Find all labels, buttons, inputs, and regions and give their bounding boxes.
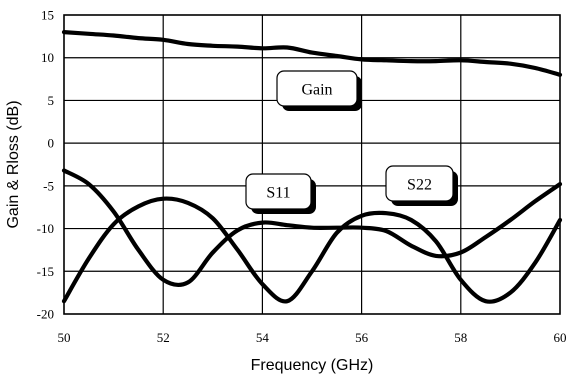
y-tick-label: -10	[37, 221, 54, 236]
series-line-gain	[61, 30, 563, 77]
y-tick-label: -20	[37, 307, 54, 322]
x-tick-label: 52	[157, 330, 170, 345]
callout-box	[385, 165, 454, 202]
y-tick-labels: 15 10 5 0 -5 -10 -15 -20	[37, 8, 54, 322]
x-tick-label: 60	[554, 330, 567, 345]
x-axis-title: Frequency (GHz)	[251, 357, 374, 374]
callout-s22: S22	[385, 165, 458, 206]
y-tick-label: -5	[43, 178, 54, 193]
y-tick-label: 5	[48, 93, 55, 108]
x-tick-labels: 50 52 54 56 58 60	[58, 330, 567, 345]
x-tick-label: 54	[256, 330, 270, 345]
y-tick-label: 15	[41, 8, 54, 23]
series-callouts: Gain S11 S22	[245, 70, 458, 214]
callout-s11: S11	[245, 173, 316, 214]
y-tick-label: 0	[48, 136, 55, 151]
callout-box	[245, 173, 312, 210]
callout-gain: Gain	[276, 70, 362, 111]
y-tick-label: -15	[37, 264, 54, 279]
plot-frame	[63, 14, 561, 315]
series-line-s22	[61, 196, 563, 304]
series-line-s11	[61, 168, 563, 288]
x-tick-label: 58	[454, 330, 467, 345]
y-axis-title: Gain & Rloss (dB)	[5, 100, 22, 228]
callout-label: S22	[407, 177, 432, 194]
x-tick-label: 56	[355, 330, 369, 345]
callout-label: Gain	[301, 82, 332, 99]
callout-box	[276, 70, 358, 107]
callout-label: S11	[266, 185, 290, 202]
y-tick-label: 10	[41, 50, 54, 65]
series-lines	[61, 30, 563, 304]
x-tick-label: 50	[58, 330, 71, 345]
